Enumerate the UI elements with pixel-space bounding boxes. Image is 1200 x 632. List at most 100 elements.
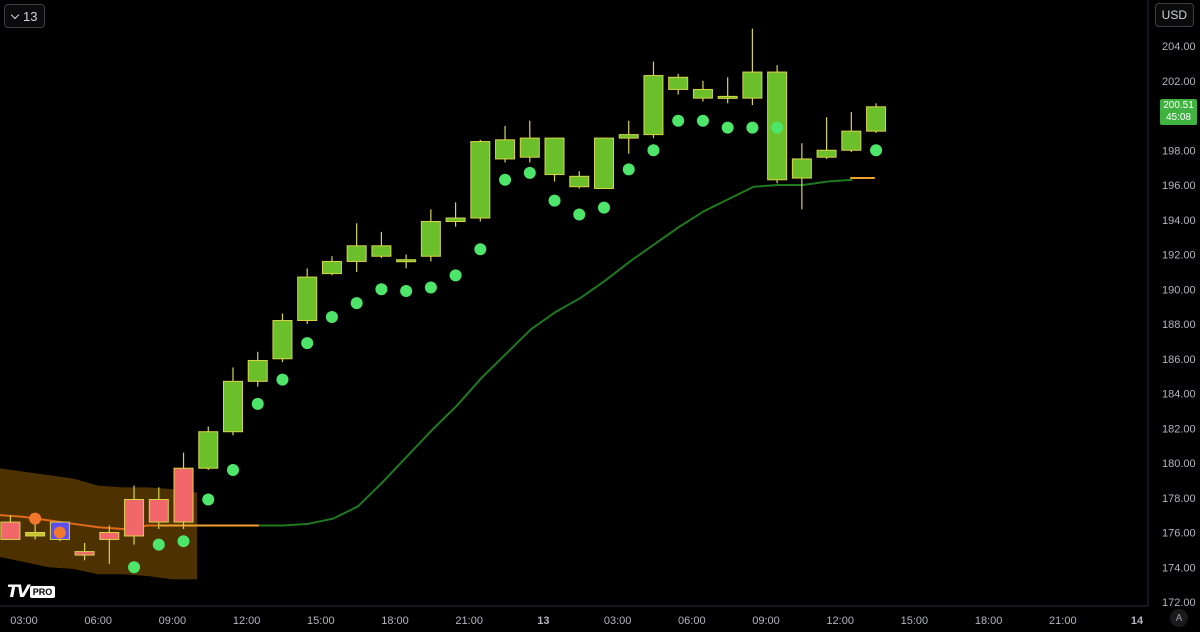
x-tick-label-12: 15:00 <box>901 615 929 627</box>
signal-dot-5 <box>202 493 215 506</box>
logo-mark: TV <box>7 582 30 602</box>
candle-body-19 <box>470 141 491 219</box>
candle-body-8 <box>198 431 219 469</box>
candle-body-28 <box>692 88 713 99</box>
candle-body-17 <box>420 220 441 257</box>
candle-body-30 <box>742 71 763 99</box>
x-tick-label-6: 21:00 <box>455 615 483 627</box>
signal-dot-11 <box>350 297 363 310</box>
x-tick-label-1: 06:00 <box>84 615 112 627</box>
signal-dot-29 <box>870 144 883 157</box>
y-tick-label-10: 192.00 <box>1162 250 1196 262</box>
x-tick-label-5: 18:00 <box>381 615 409 627</box>
candle-body-16 <box>396 259 417 263</box>
candle-body-25 <box>618 134 639 139</box>
signal-dot-25 <box>696 114 709 127</box>
candle-body-21 <box>519 137 540 158</box>
signal-dot-27 <box>746 121 759 134</box>
candle-body-12 <box>297 276 318 322</box>
x-tick-label-13: 18:00 <box>975 615 1003 627</box>
signal-dot-0 <box>29 512 42 525</box>
interval-selector[interactable]: 13 <box>4 4 46 28</box>
y-tick-label-16: 204.00 <box>1162 41 1196 53</box>
candle-body-10 <box>247 359 268 382</box>
candle-body-7 <box>173 467 194 523</box>
band-area <box>0 468 198 580</box>
signal-dot-16 <box>474 243 487 256</box>
signal-dot-26 <box>721 121 734 134</box>
currency-selector[interactable]: USD <box>1154 3 1194 27</box>
last-price: 200.51 <box>1163 100 1194 111</box>
x-tick-label-15: 14 <box>1131 615 1144 627</box>
candle-body-20 <box>495 139 516 160</box>
candle-body-9 <box>222 380 243 433</box>
signal-dot-15 <box>449 269 462 282</box>
currency-label: USD <box>1161 8 1187 22</box>
signal-dot-17 <box>499 173 512 186</box>
pro-badge: PRO <box>29 586 56 598</box>
candle-body-14 <box>346 245 367 262</box>
candle-body-0 <box>0 521 21 540</box>
signal-dot-1 <box>53 526 66 539</box>
y-tick-label-9: 190.00 <box>1162 284 1196 296</box>
signal-dot-10 <box>325 311 338 324</box>
interval-label: 13 <box>23 8 38 24</box>
y-tick-label-5: 182.00 <box>1162 423 1196 435</box>
candle-body-35 <box>866 106 887 132</box>
x-tick-label-7: 13 <box>537 615 549 627</box>
tradingview-logo[interactable]: TV PRO <box>7 582 56 602</box>
signal-dot-8 <box>276 373 289 386</box>
candle-body-26 <box>643 75 664 136</box>
signal-dot-2 <box>128 561 141 574</box>
candle-body-11 <box>272 320 293 360</box>
y-tick-label-8: 188.00 <box>1162 319 1196 331</box>
signal-dot-14 <box>424 281 437 294</box>
candle-body-5 <box>124 498 145 537</box>
x-tick-label-0: 03:00 <box>10 615 38 627</box>
candle-body-3 <box>74 551 95 556</box>
x-tick-label-4: 15:00 <box>307 615 335 627</box>
candle-body-13 <box>321 260 342 275</box>
y-tick-label-1: 174.00 <box>1162 562 1196 574</box>
chevron-down-icon <box>10 10 20 19</box>
y-tick-label-7: 186.00 <box>1162 354 1196 366</box>
y-tick-label-0: 172.00 <box>1162 597 1196 609</box>
candle-body-22 <box>544 137 565 176</box>
candle-body-1 <box>25 532 46 537</box>
y-tick-label-6: 184.00 <box>1162 389 1196 401</box>
bar-countdown: 45:08 <box>1165 112 1192 123</box>
signal-dot-19 <box>548 194 561 207</box>
x-tick-label-9: 06:00 <box>678 615 706 627</box>
auto-scale-button[interactable]: A <box>1170 609 1188 627</box>
y-tick-label-4: 180.00 <box>1162 458 1196 470</box>
candle-body-15 <box>371 245 392 257</box>
candle-body-18 <box>445 217 466 222</box>
y-tick-label-13: 198.00 <box>1162 145 1196 157</box>
x-tick-label-11: 12:00 <box>826 615 854 627</box>
x-tick-label-8: 03:00 <box>604 615 632 627</box>
candle-body-23 <box>569 175 590 188</box>
signal-dot-3 <box>152 538 165 551</box>
x-tick-label-2: 09:00 <box>159 615 187 627</box>
signal-dot-18 <box>523 166 536 179</box>
x-tick-label-14: 21:00 <box>1049 615 1077 627</box>
signal-dot-28 <box>771 121 784 134</box>
signal-dot-22 <box>622 163 635 176</box>
signal-dot-24 <box>672 114 685 127</box>
candle-body-32 <box>791 158 812 179</box>
last-price-tag: 200.51 45:08 <box>1160 99 1197 125</box>
candle-body-27 <box>668 76 689 90</box>
signal-dot-20 <box>573 208 586 221</box>
y-tick-label-11: 194.00 <box>1162 215 1196 227</box>
signal-dot-7 <box>251 397 264 410</box>
signal-dot-23 <box>647 144 660 157</box>
y-tick-label-2: 176.00 <box>1162 528 1196 540</box>
signal-dot-21 <box>597 201 610 214</box>
y-tick-label-12: 196.00 <box>1162 180 1196 192</box>
x-tick-label-10: 09:00 <box>752 615 780 627</box>
candle-body-33 <box>816 149 837 158</box>
candle-body-29 <box>717 95 738 99</box>
y-tick-label-3: 178.00 <box>1162 493 1196 505</box>
candle-body-6 <box>148 498 169 523</box>
